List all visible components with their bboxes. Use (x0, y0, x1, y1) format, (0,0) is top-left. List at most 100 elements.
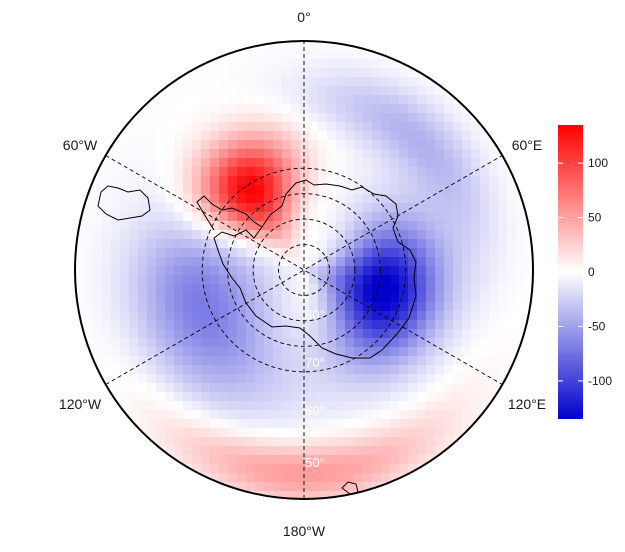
field-cell (246, 374, 256, 384)
field-cell (228, 59, 238, 69)
field-cell (282, 203, 292, 213)
field-cell (390, 257, 400, 267)
field-cell (210, 59, 220, 69)
field-cell (129, 365, 139, 375)
field-cell (444, 203, 454, 213)
field-cell (165, 239, 175, 249)
field-cell (372, 329, 382, 339)
field-cell (462, 383, 472, 393)
field-cell (183, 446, 193, 456)
field-cell (426, 176, 436, 186)
field-cell (327, 293, 337, 303)
field-cell (516, 284, 526, 294)
field-cell (183, 383, 193, 393)
field-cell (183, 365, 193, 375)
field-cell (246, 203, 256, 213)
field-cell (255, 41, 265, 42)
field-cell (480, 365, 490, 375)
field-cell (462, 149, 472, 159)
field-cell (120, 383, 130, 393)
field-cell (462, 86, 472, 96)
field-cell (426, 248, 436, 258)
field-cell (345, 122, 355, 132)
field-cell (201, 68, 211, 78)
field-cell (480, 140, 490, 150)
field-cell (318, 383, 328, 393)
field-cell (264, 464, 274, 474)
field-cell (444, 419, 454, 429)
field-cell (255, 482, 265, 492)
field-cell (318, 41, 328, 51)
field-cell (291, 293, 301, 303)
field-cell (183, 95, 193, 105)
field-cell (426, 239, 436, 249)
field-cell (102, 221, 112, 231)
field-cell (381, 311, 391, 321)
field-cell (318, 176, 328, 186)
field-cell (282, 104, 292, 114)
field-cell (417, 194, 427, 204)
field-cell (84, 374, 94, 384)
field-cell (336, 419, 346, 429)
field-cell (138, 158, 148, 168)
field-cell (435, 149, 445, 159)
field-cell (111, 293, 121, 303)
field-cell (453, 230, 463, 240)
field-cell (399, 383, 409, 393)
field-cell (219, 248, 229, 258)
field-cell (246, 446, 256, 456)
field-cell (93, 320, 103, 330)
field-cell (354, 158, 364, 168)
field-cell (345, 392, 355, 402)
field-cell (453, 383, 463, 393)
field-cell (174, 176, 184, 186)
field-cell (498, 167, 508, 177)
field-cell (399, 257, 409, 267)
field-cell (480, 347, 490, 357)
field-cell (363, 113, 373, 123)
field-cell (318, 41, 328, 42)
field-cell (255, 95, 265, 105)
field-cell (282, 302, 292, 312)
field-cell (174, 212, 184, 222)
field-cell (210, 329, 220, 339)
field-cell (291, 500, 301, 510)
field-cell (282, 131, 292, 141)
field-cell (318, 275, 328, 285)
field-cell (165, 176, 175, 186)
field-cell (228, 185, 238, 195)
field-cell (471, 212, 481, 222)
field-cell (210, 275, 220, 285)
field-cell (489, 122, 499, 132)
field-cell (237, 167, 247, 177)
field-cell (120, 194, 130, 204)
field-cell (300, 374, 310, 384)
field-cell (354, 77, 364, 87)
field-cell (246, 347, 256, 357)
field-cell (498, 248, 508, 258)
field-cell (192, 275, 202, 285)
field-cell (156, 257, 166, 267)
field-cell (354, 293, 364, 303)
field-cell (318, 455, 328, 465)
field-cell (156, 221, 166, 231)
field-cell (336, 41, 346, 51)
field-cell (327, 464, 337, 474)
field-cell (462, 194, 472, 204)
field-cell (201, 185, 211, 195)
field-cell (417, 329, 427, 339)
field-cell (264, 383, 274, 393)
field-cell (363, 59, 373, 69)
field-cell (201, 464, 211, 474)
field-cell (318, 149, 328, 159)
field-cell (426, 140, 436, 150)
field-cell (282, 500, 292, 510)
colorbar-tick-label: 50 (588, 211, 602, 225)
field-cell (444, 266, 454, 276)
field-cell (309, 464, 319, 474)
field-cell (363, 41, 373, 42)
field-cell (471, 167, 481, 177)
field-cell (498, 185, 508, 195)
field-cell (372, 167, 382, 177)
field-cell (156, 356, 166, 366)
